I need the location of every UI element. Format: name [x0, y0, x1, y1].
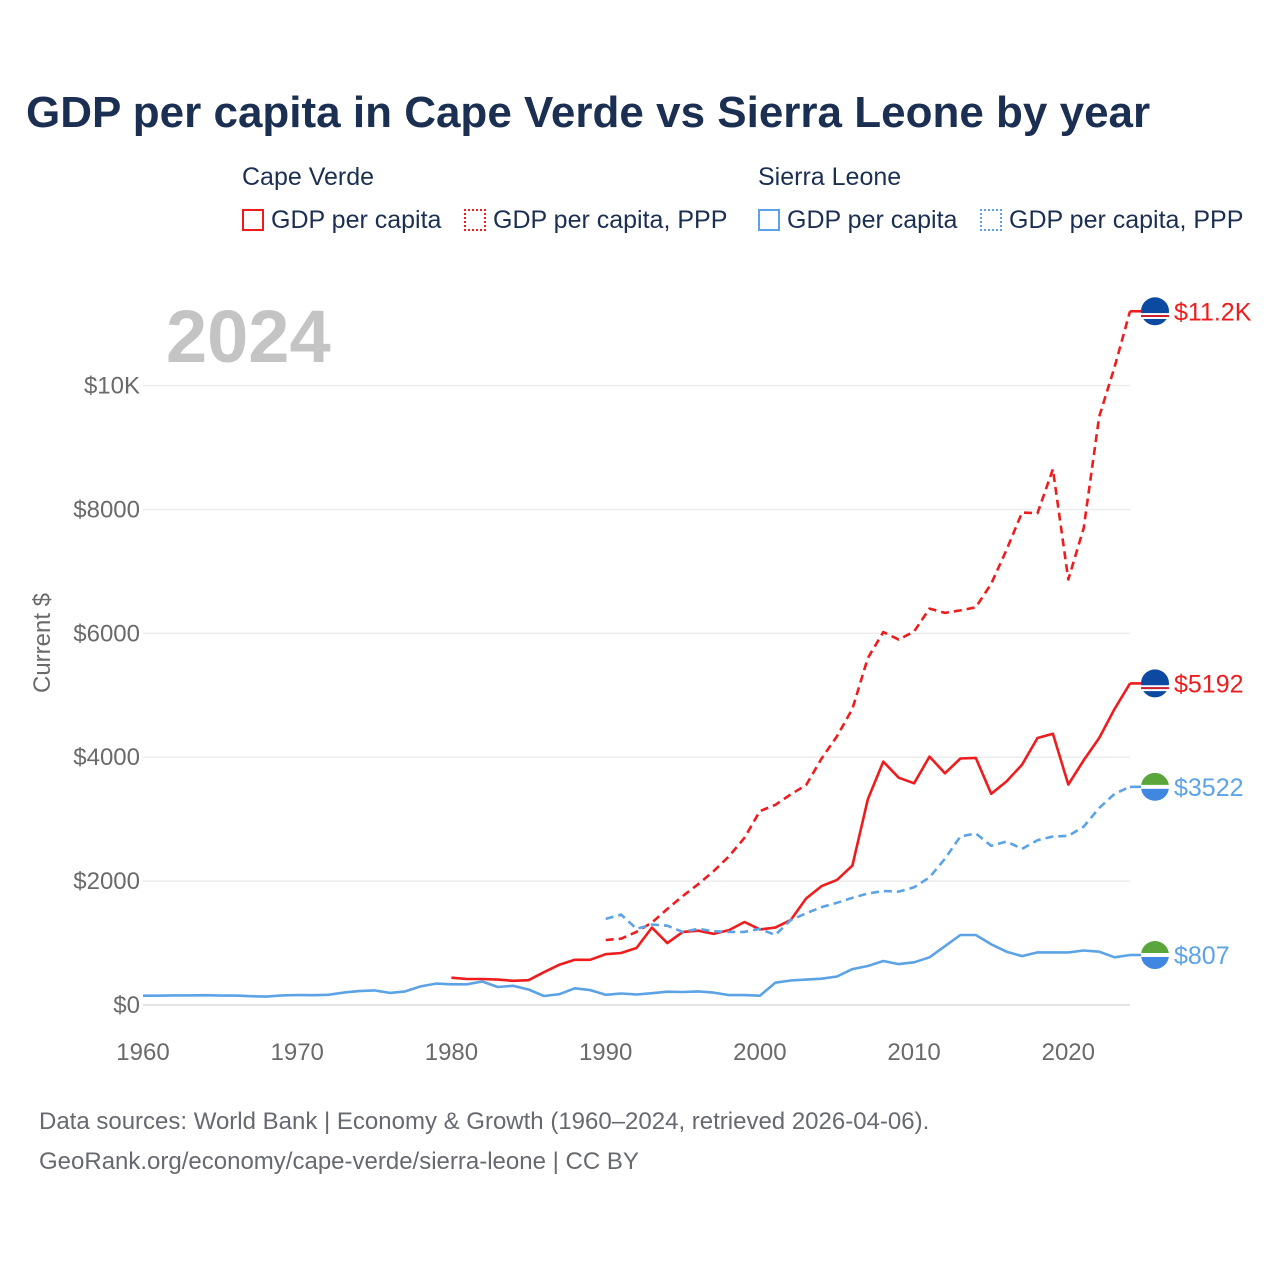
sierra-leone-flag-icon — [1141, 941, 1169, 970]
series-line-cape-verde-gdp-per-capita-ppp — [605, 310, 1132, 942]
flag-field — [1141, 297, 1169, 326]
solid-line-swatch-icon — [242, 209, 264, 231]
legend-item-cape-verde-gdp[interactable]: GDP per capita — [242, 205, 441, 235]
series-line-sierra-leone-gdp-per-capita-ppp — [605, 785, 1131, 937]
series-line-sierra-leone-gdp-per-capita — [143, 933, 1131, 998]
x-tick-label: 2020 — [1042, 1039, 1095, 1066]
flag-stripe — [1141, 685, 1169, 688]
flag-stripe — [1141, 953, 1169, 957]
flag-stripe — [1141, 687, 1169, 690]
legend-item-label: GDP per capita — [787, 205, 958, 234]
legend-item-sierra-leone-gdp-ppp[interactable]: GDP per capita, PPP — [980, 205, 1243, 235]
legend-group-sierra-leone: Sierra Leone — [758, 163, 902, 191]
series-end-value-label: $5192 — [1174, 670, 1244, 698]
flag-stripe — [1141, 317, 1169, 319]
flag-stripe — [1141, 313, 1169, 316]
y-tick-label: $6000 — [73, 620, 140, 647]
chart-title: GDP per capita in Cape Verde vs Sierra L… — [26, 88, 1151, 137]
dotted-line-swatch-icon — [464, 209, 486, 231]
y-tick-label: $2000 — [73, 868, 140, 895]
series-end-value-label: $3522 — [1174, 774, 1244, 802]
sierra-leone-flag-icon — [1141, 772, 1169, 801]
year-watermark: 2024 — [166, 295, 331, 378]
flag-stripe — [1141, 772, 1169, 787]
series-line-cape-verde-gdp-per-capita — [451, 682, 1132, 983]
series-end-value-label: $11.2K — [1174, 298, 1252, 326]
cape-verde-flag-icon — [1141, 297, 1169, 326]
flag-stripe — [1141, 689, 1169, 692]
source-line: Data sources: World Bank | Economy & Gro… — [39, 1108, 930, 1135]
x-tick-label: 1990 — [579, 1039, 632, 1066]
dotted-line-swatch-icon — [980, 209, 1002, 231]
flag-stripe — [1141, 941, 1169, 956]
cape-verde-flag-icon — [1141, 669, 1169, 698]
y-axis-label: Current $ — [29, 593, 56, 693]
legend-item-sierra-leone-gdp[interactable]: GDP per capita — [758, 205, 957, 235]
flag-stripe — [1141, 955, 1169, 970]
x-tick-label: 1980 — [425, 1039, 478, 1066]
flag-stripe — [1141, 315, 1169, 318]
x-tick-label: 2000 — [733, 1039, 786, 1066]
series-end-value-label: $807 — [1174, 942, 1230, 970]
legend-item-label: GDP per capita — [271, 205, 442, 234]
legend-item-label: GDP per capita, PPP — [1009, 205, 1244, 234]
legend-item-cape-verde-gdp-ppp[interactable]: GDP per capita, PPP — [464, 205, 727, 235]
flag-stripe — [1141, 786, 1169, 801]
y-tick-label: $10K — [84, 373, 140, 400]
legend-group-cape-verde: Cape Verde — [242, 163, 375, 191]
y-tick-label: $0 — [113, 992, 140, 1019]
solid-line-swatch-icon — [758, 209, 780, 231]
legend-item-label: GDP per capita, PPP — [493, 205, 728, 234]
source-link[interactable]: GeoRank.org/economy/cape-verde/sierra-le… — [39, 1148, 639, 1175]
flag-field — [1141, 669, 1169, 698]
y-tick-label: $4000 — [73, 744, 140, 771]
x-tick-label: 2010 — [887, 1039, 940, 1066]
y-tick-label: $8000 — [73, 496, 140, 523]
x-tick-label: 1960 — [116, 1039, 169, 1066]
x-tick-label: 1970 — [271, 1039, 324, 1066]
flag-stripe — [1141, 784, 1169, 789]
